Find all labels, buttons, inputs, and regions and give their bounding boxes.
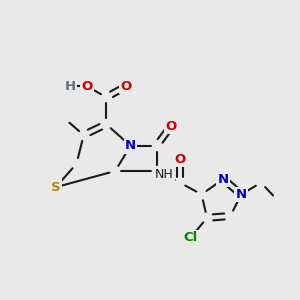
Text: H: H (64, 80, 76, 93)
Text: O: O (82, 80, 93, 93)
Text: N: N (218, 172, 229, 186)
Text: N: N (236, 188, 247, 201)
Text: O: O (174, 153, 186, 166)
Text: S: S (51, 181, 61, 194)
Text: Cl: Cl (184, 231, 198, 244)
Text: O: O (120, 80, 132, 93)
Text: O: O (165, 119, 177, 133)
Text: N: N (125, 139, 136, 152)
Text: NH: NH (154, 168, 173, 181)
